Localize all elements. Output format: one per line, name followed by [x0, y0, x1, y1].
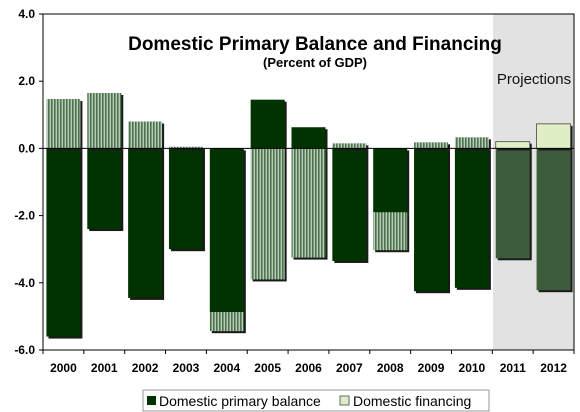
legend-label-primary-balance: Domestic primary balance: [159, 393, 321, 409]
bar-financing-2011: [495, 141, 531, 149]
y-tick-label: 4.0: [18, 7, 35, 21]
plot-frame: [42, 13, 575, 351]
x-tick-label: 2008: [377, 361, 404, 375]
bar-financing-2003: [168, 146, 203, 149]
x-tick-label: 2009: [418, 361, 445, 375]
bar-financing-2004: [209, 312, 244, 332]
bar-financing-2000: [46, 99, 81, 149]
bar-primary-balance-2008: [373, 148, 408, 213]
x-tick-label: 2001: [91, 361, 118, 375]
bar-primary-balance-2006: [291, 127, 326, 149]
bar-primary-balance-2011: [495, 148, 530, 259]
x-tick-label: 2004: [213, 361, 240, 375]
x-tick-label: 2003: [173, 361, 200, 375]
bar-primary-balance-2010: [454, 148, 489, 288]
bar-financing-2006: [291, 148, 326, 258]
bar-primary-balance-2000: [46, 148, 81, 337]
legend-swatch-financing: [339, 395, 350, 406]
x-tick-label: 2007: [336, 361, 363, 375]
bar-primary-balance-2007: [332, 148, 367, 261]
bar-primary-balance-2004: [209, 148, 244, 313]
x-tick-label: 2011: [500, 361, 526, 375]
y-tick-label: -4.0: [14, 276, 35, 290]
bar-primary-balance-2001: [87, 148, 122, 230]
bar-financing-2008: [373, 212, 408, 251]
bar-financing-2010: [454, 137, 489, 149]
legend-label-financing: Domestic financing: [353, 393, 471, 409]
legend: Domestic primary balance Domestic financ…: [142, 389, 490, 412]
x-tick-label: 2002: [132, 361, 159, 375]
x-tick-label: 2000: [50, 361, 77, 375]
bar-shadow: [170, 148, 205, 151]
x-tick-label: 2012: [540, 361, 567, 375]
legend-frame: [142, 389, 490, 412]
x-tick-label: 2006: [295, 361, 322, 375]
y-tick-label: 0.0: [18, 141, 35, 155]
bar-financing-2001: [87, 92, 122, 149]
bar-financing-2005: [250, 148, 285, 280]
axes-layer: 2000 2001 2002 2003 2004 2005 2006 2007 2008 2009…: [14, 7, 575, 375]
bars-layer: [46, 92, 573, 339]
y-tick-label: -2.0: [14, 209, 35, 223]
bar-primary-balance-2009: [414, 148, 449, 292]
x-tick-label: 2010: [459, 361, 486, 375]
projections-label: Projections: [497, 71, 571, 88]
y-tick-label: -6.0: [14, 343, 35, 357]
bar-financing-2002: [128, 121, 163, 149]
bar-primary-balance-2005: [250, 99, 285, 149]
bar-financing-2012: [536, 123, 571, 149]
x-tick-label: 2005: [254, 361, 281, 375]
y-tick-label: 2.0: [18, 74, 35, 88]
bar-financing-2007: [332, 143, 367, 149]
chart-title: Domestic Primary Balance and Financing: [128, 34, 502, 55]
bar-primary-balance-2002: [128, 148, 163, 298]
chart-subtitle: (Percent of GDP): [263, 55, 367, 70]
bar-financing-2009: [414, 142, 449, 149]
bar-primary-balance-2012: [536, 148, 571, 291]
bar-primary-balance-2003: [168, 148, 203, 250]
legend-swatch-primary-balance: [147, 396, 156, 405]
